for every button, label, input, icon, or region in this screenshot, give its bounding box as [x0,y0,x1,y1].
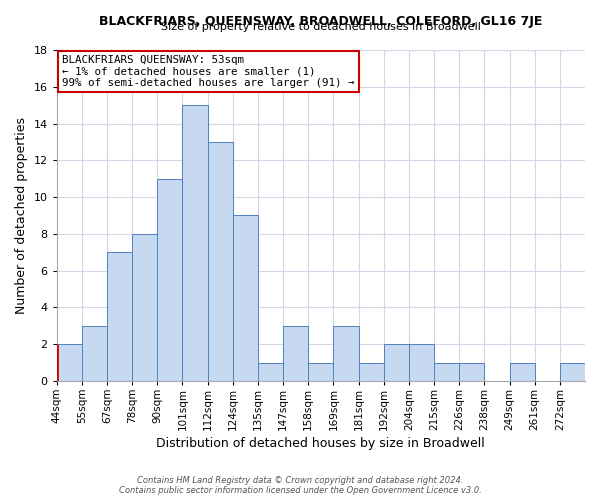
Y-axis label: Number of detached properties: Number of detached properties [15,117,28,314]
Bar [434,362,459,381]
Text: BLACKFRIARS QUEENSWAY: 53sqm
← 1% of detached houses are smaller (1)
99% of semi: BLACKFRIARS QUEENSWAY: 53sqm ← 1% of det… [62,55,355,88]
Bar [258,362,283,381]
Bar [334,326,359,381]
Bar [384,344,409,381]
Text: Contains HM Land Registry data © Crown copyright and database right 2024.
Contai: Contains HM Land Registry data © Crown c… [119,476,481,495]
Bar [308,362,334,381]
Text: Size of property relative to detached houses in Broadwell: Size of property relative to detached ho… [161,22,481,32]
Bar [283,326,308,381]
Bar [182,105,208,381]
X-axis label: Distribution of detached houses by size in Broadwell: Distribution of detached houses by size … [157,437,485,450]
Bar [233,216,258,381]
Bar [359,362,384,381]
Bar [82,326,107,381]
Bar [157,178,182,381]
Bar [459,362,484,381]
Title: BLACKFRIARS, QUEENSWAY, BROADWELL, COLEFORD, GL16 7JE: BLACKFRIARS, QUEENSWAY, BROADWELL, COLEF… [99,15,542,28]
Bar [208,142,233,381]
Bar [57,344,82,381]
Bar [409,344,434,381]
Bar [509,362,535,381]
Bar [107,252,132,381]
Bar [132,234,157,381]
Bar [560,362,585,381]
